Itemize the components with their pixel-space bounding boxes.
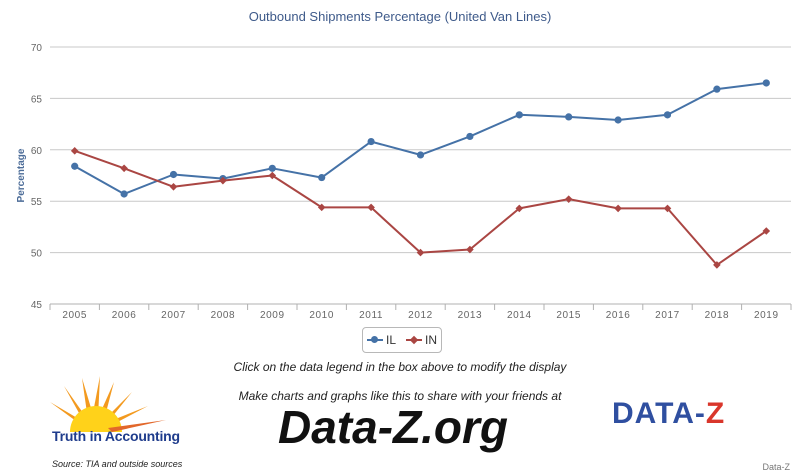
x-tick-label: 2016 <box>606 310 631 321</box>
source-text: Source: TIA and outside sources <box>52 459 183 469</box>
data-point-il <box>120 190 128 198</box>
data-point-il <box>614 116 622 124</box>
data-point-in <box>713 261 721 269</box>
data-point-in <box>416 248 425 257</box>
data-point-in <box>663 204 672 213</box>
data-point-il <box>565 113 573 121</box>
series-line-in <box>74 149 767 266</box>
y-tick-label: 45 <box>31 300 43 311</box>
y-tick-label: 55 <box>31 197 43 208</box>
chart-title: Outbound Shipments Percentage (United Va… <box>249 9 552 24</box>
data-point-in <box>169 183 178 191</box>
y-tick-label: 70 <box>31 43 43 54</box>
x-tick-label: 2019 <box>754 310 779 321</box>
legend-item-il[interactable]: IL <box>366 333 396 347</box>
data-point-in <box>317 203 326 212</box>
legend-label-il: IL <box>385 333 396 347</box>
data-point-in <box>268 171 277 180</box>
data-z-link[interactable]: Data-Z.org <box>278 401 508 453</box>
x-tick-label: 2015 <box>556 310 581 321</box>
data-point-in <box>70 147 79 155</box>
data-point-il <box>71 162 79 170</box>
data-point-in <box>466 245 474 254</box>
x-tick-label: 2012 <box>408 310 433 321</box>
y-tick-label: 65 <box>31 94 43 105</box>
x-tick-label: 2011 <box>359 310 383 321</box>
x-tick-label: 2007 <box>161 310 186 321</box>
data-point-il <box>318 173 326 182</box>
data-point-il <box>416 151 425 159</box>
y-tick-label: 50 <box>31 249 43 260</box>
legend-hint-text: Click on the data legend in the box abov… <box>233 360 567 374</box>
data-point-in <box>120 164 128 173</box>
y-tick-label: 60 <box>31 146 43 157</box>
legend-label-in: IN <box>425 333 437 347</box>
line-chart: Outbound Shipments Percentage (United Va… <box>16 9 792 321</box>
data-point-il <box>762 79 770 87</box>
y-axis-label: Percentage <box>16 148 27 202</box>
x-tick-label: 2009 <box>260 310 285 321</box>
data-z-logo: DATA-Z <box>612 397 725 431</box>
share-hint-text: Make charts and graphs like this to shar… <box>238 389 562 403</box>
x-tick-label: 2017 <box>655 310 680 321</box>
data-point-in <box>564 195 573 203</box>
x-tick-label: 2014 <box>507 310 532 321</box>
legend-marker-in-icon <box>406 335 422 345</box>
truth-in-accounting-sun-logo-icon <box>50 376 166 432</box>
data-z-logo-right: Z <box>705 397 726 430</box>
data-point-il <box>515 111 523 119</box>
data-point-in <box>762 227 771 235</box>
legend-marker-il-icon <box>366 335 383 345</box>
series-line-il <box>74 82 767 195</box>
legend-item-in[interactable]: IN <box>406 333 437 347</box>
x-tick-label: 2006 <box>112 310 137 321</box>
x-tick-label: 2008 <box>211 310 236 321</box>
data-point-in <box>515 204 524 213</box>
data-point-il <box>268 164 276 172</box>
data-point-in <box>614 204 622 213</box>
truth-in-accounting-logo-text: Truth in Accounting <box>52 428 180 444</box>
data-point-il <box>169 170 178 179</box>
data-point-in <box>219 176 227 185</box>
x-tick-label: 2005 <box>62 310 87 321</box>
data-point-in <box>367 203 375 212</box>
data-point-il <box>367 137 375 146</box>
x-tick-label: 2013 <box>458 310 483 321</box>
data-z-credit: Data-Z <box>762 462 790 472</box>
x-tick-label: 2018 <box>705 310 730 321</box>
data-point-il <box>466 132 474 141</box>
data-point-il <box>663 111 672 119</box>
chart-legend[interactable]: IL IN <box>362 327 442 353</box>
data-z-logo-left: DATA- <box>612 397 706 430</box>
data-point-il <box>713 85 721 93</box>
x-tick-label: 2010 <box>309 310 334 321</box>
